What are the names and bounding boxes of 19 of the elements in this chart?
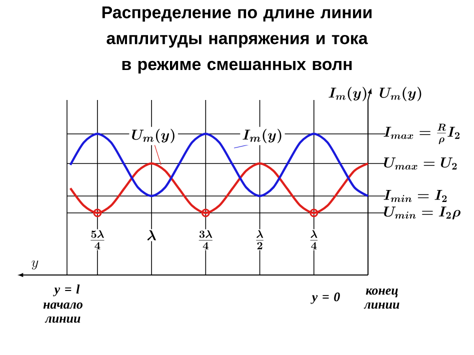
text: y = 0 — [310, 292, 340, 304]
y-axis-title: $I_m(y)$ — [328, 86, 366, 102]
text: конец линии — [364, 288, 400, 309]
series-label: $I_m(y)$ — [242, 128, 282, 144]
x-tick-label: $\frac{\lambda}{2}$ — [256, 230, 264, 250]
x-tick-label: $\frac{5\lambda}{4}$ — [90, 230, 104, 250]
text: y = l — [53, 284, 80, 296]
ref-line-label: $I_{max} = \frac{R}{\rho} I_2$ — [384, 124, 460, 144]
text: начало линии — [43, 302, 82, 323]
y2-axis-title: $U_m(y)$ — [380, 86, 422, 102]
text: $U_m(y)$ — [132, 128, 174, 144]
ref-line-label: $U_{max} = U_2$ — [384, 158, 457, 170]
x-tick-label: $\frac{3\lambda}{4}$ — [198, 230, 212, 250]
chart-title: Распределение по длине линии амплитуды напряжения и тока в режиме смешанных волн — [102, 6, 372, 74]
ref-line-label: $I_{min} = I_2$ — [384, 190, 447, 202]
ref-line-label: $U_{min} = I_2 \rho$ — [384, 206, 460, 220]
x-tick-label: $\frac{\lambda}{4}$ — [310, 230, 318, 250]
x-tick-label: $\lambda$ — [147, 230, 156, 240]
x-axis-title: $y$ — [32, 260, 38, 270]
